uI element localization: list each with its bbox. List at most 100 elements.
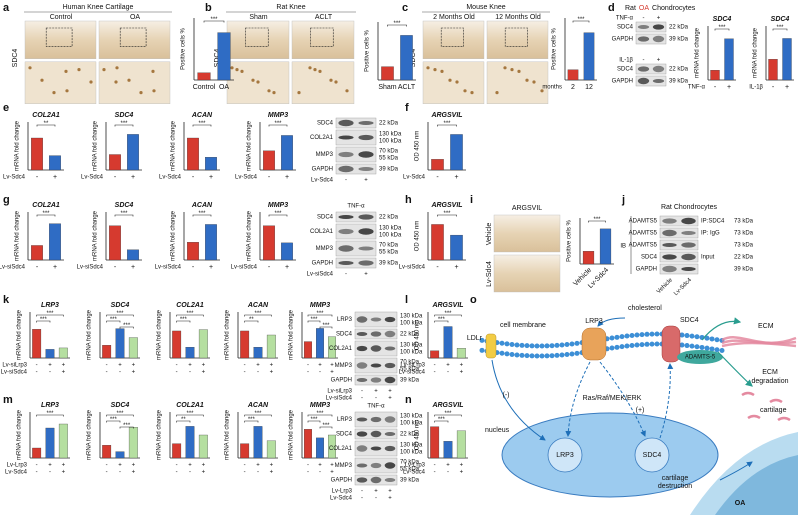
sig-bracket bbox=[119, 326, 134, 329]
lipid-head bbox=[634, 342, 640, 348]
sig-label: *** bbox=[116, 411, 124, 417]
bar bbox=[45, 427, 55, 459]
blot-band bbox=[356, 477, 368, 483]
sig-label: *** bbox=[322, 423, 330, 429]
condition-sign: - bbox=[434, 363, 436, 369]
sig-label: *** bbox=[248, 417, 256, 423]
diagram-label: LDLr bbox=[467, 335, 483, 342]
treatment-label: TNF-α bbox=[347, 204, 365, 210]
kda-label: 130 kDa bbox=[379, 132, 402, 138]
sig-label: *** bbox=[180, 317, 188, 323]
lipid-head bbox=[694, 334, 700, 340]
sig-label: *** bbox=[42, 211, 50, 217]
lipid-head bbox=[649, 341, 655, 347]
blot-title: Rat Chondrocytes bbox=[661, 204, 718, 211]
cell bbox=[240, 69, 244, 73]
sig-label: *** bbox=[310, 417, 318, 423]
panel-title: Rat OA Chondrocytes bbox=[625, 5, 696, 12]
sig-bracket bbox=[36, 124, 56, 127]
lipid-head bbox=[499, 340, 505, 346]
cell bbox=[152, 89, 156, 93]
bar bbox=[263, 150, 275, 171]
kda-label: 70 kDa bbox=[400, 360, 420, 366]
kda-label: 22 kDa bbox=[669, 67, 689, 73]
kda-label: 39 kDa bbox=[669, 79, 689, 85]
sig-bracket bbox=[244, 420, 259, 423]
x-tick-label: + bbox=[285, 174, 289, 181]
x-tick-label: - bbox=[192, 264, 195, 271]
lipid-head bbox=[614, 334, 620, 340]
bar bbox=[197, 72, 211, 81]
sig-label: *** bbox=[443, 211, 451, 217]
cell bbox=[52, 91, 56, 95]
y-axis-label: mRNA fold change bbox=[289, 409, 295, 460]
bar bbox=[443, 326, 453, 359]
bar bbox=[31, 245, 43, 261]
blot-band bbox=[338, 228, 354, 235]
chart-title: COL2A1 bbox=[176, 302, 204, 309]
condition-sign: - bbox=[257, 370, 259, 376]
condition-sign: + bbox=[132, 470, 136, 476]
condition-sign: + bbox=[188, 463, 192, 469]
cell bbox=[345, 89, 349, 93]
lipid-head bbox=[519, 352, 525, 358]
lane-sign: + bbox=[364, 178, 368, 184]
cell bbox=[235, 68, 239, 72]
tissue-image bbox=[486, 20, 549, 59]
lane-sign: - bbox=[375, 396, 377, 402]
chart-title: SDC4 bbox=[115, 202, 134, 209]
blot-band bbox=[652, 35, 665, 43]
chart-title: COL2A1 bbox=[32, 112, 60, 119]
blot-band bbox=[662, 218, 677, 224]
lipid-head bbox=[529, 343, 535, 349]
sig-bracket bbox=[319, 326, 333, 329]
title-part: OA bbox=[639, 5, 649, 12]
x-tick-label: + bbox=[131, 174, 135, 181]
blot-band bbox=[370, 331, 382, 337]
condition-sign: - bbox=[244, 463, 246, 469]
x-tick-label: - bbox=[268, 264, 271, 271]
blot-band bbox=[358, 228, 374, 235]
cell bbox=[495, 91, 499, 95]
bar bbox=[172, 330, 182, 359]
lane-sign: - bbox=[375, 496, 377, 502]
sig-label: *** bbox=[438, 317, 446, 323]
sig-bracket bbox=[36, 214, 56, 217]
x-tick-label: + bbox=[785, 84, 789, 91]
lane-sign: + bbox=[388, 489, 392, 495]
lipid-head bbox=[609, 335, 615, 341]
blot-band bbox=[370, 416, 382, 423]
sig-bracket bbox=[176, 320, 191, 323]
lane-sign: + bbox=[388, 396, 392, 402]
condition-sign: - bbox=[189, 470, 191, 476]
condition-sign: + bbox=[62, 463, 66, 469]
cell bbox=[540, 89, 544, 93]
sig-bracket bbox=[192, 124, 212, 127]
diagram-label: cartilage bbox=[760, 407, 787, 414]
sig-bracket bbox=[434, 314, 462, 317]
lane-row-name: Lv-Sdc4 bbox=[330, 496, 353, 502]
band-name: LRP3 bbox=[337, 417, 353, 423]
panel-label: d bbox=[608, 2, 615, 14]
sig-bracket bbox=[434, 420, 449, 423]
lipid-head bbox=[544, 353, 550, 359]
band-name: COL2A1 bbox=[310, 229, 334, 235]
y-axis-label: mRNA fold change bbox=[87, 309, 93, 360]
blot-band bbox=[681, 231, 696, 235]
bar bbox=[45, 349, 55, 359]
lipid-head bbox=[529, 353, 535, 359]
cell bbox=[65, 89, 69, 93]
cell bbox=[272, 91, 276, 95]
zoom-box bbox=[45, 27, 73, 47]
bar bbox=[187, 242, 199, 261]
blot-band bbox=[358, 167, 374, 171]
treatment-label: TNF-α bbox=[616, 16, 634, 22]
condition-sign: - bbox=[434, 470, 436, 476]
kda-label: 130 kDa bbox=[400, 414, 423, 420]
y-axis-label: Positive cells % bbox=[552, 27, 558, 69]
x-tick-label: - bbox=[114, 264, 117, 271]
condition-sign: + bbox=[318, 363, 322, 369]
lipid-head bbox=[559, 342, 565, 348]
sig-bracket bbox=[176, 314, 204, 317]
